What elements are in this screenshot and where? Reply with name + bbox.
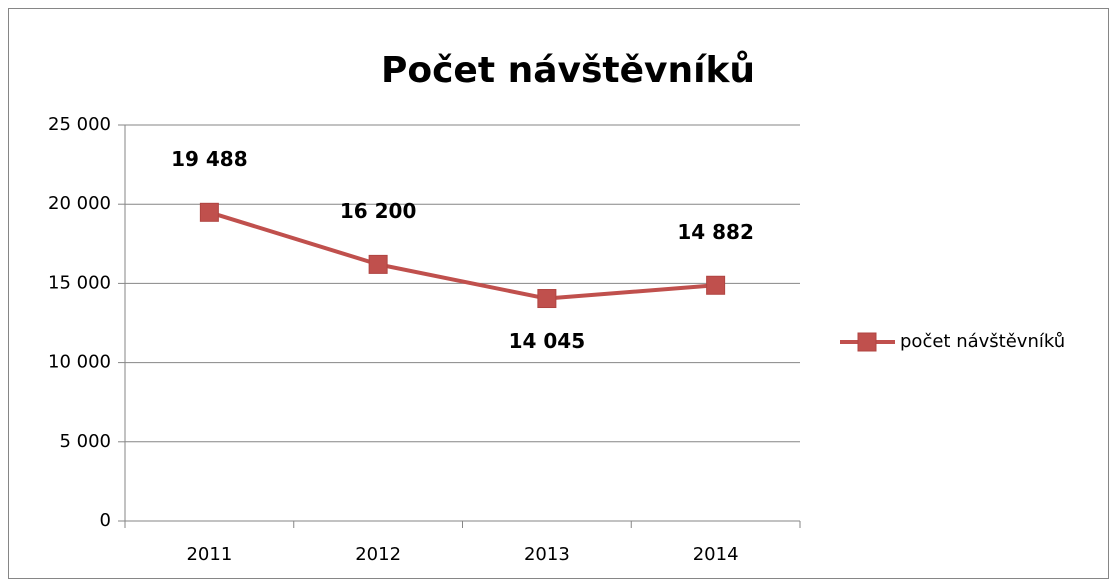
chart-title: Počet návštěvníků (381, 50, 755, 91)
legend-marker (857, 332, 877, 352)
x-tick-label: 2013 (524, 544, 570, 565)
marker (199, 202, 219, 222)
x-tick-label: 2011 (186, 544, 232, 565)
data-label: 19 488 (171, 147, 248, 171)
series-line (208, 210, 716, 301)
marker (368, 254, 388, 274)
y-tick-label: 25 000 (48, 114, 111, 135)
y-tick-label: 5 000 (59, 431, 111, 452)
y-tick-label: 0 (100, 510, 111, 531)
y-tick-label: 10 000 (48, 352, 111, 373)
chart-frame (8, 8, 1109, 579)
x-tick-label: 2012 (355, 544, 401, 565)
marker (706, 275, 726, 295)
data-label: 14 045 (509, 329, 586, 353)
y-tick-label: 20 000 (48, 193, 111, 214)
legend-label: počet návštěvníků (900, 331, 1065, 352)
x-tick-label: 2014 (693, 544, 739, 565)
marker (537, 289, 557, 309)
y-tick-label: 15 000 (48, 272, 111, 293)
data-label: 14 882 (677, 220, 754, 244)
data-label: 16 200 (340, 199, 417, 223)
